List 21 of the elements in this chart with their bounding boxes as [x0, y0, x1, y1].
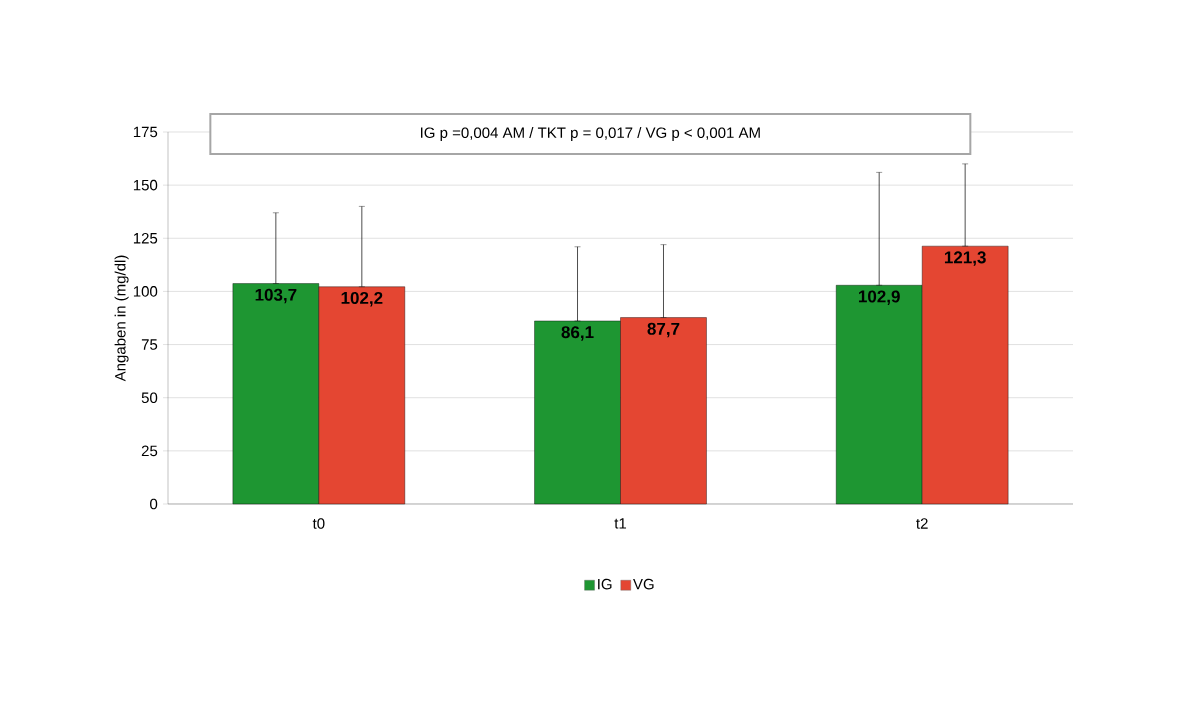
x-tick-label: t2 [916, 518, 928, 529]
y-tick-label: 100 [133, 286, 158, 297]
y-tick-label: 25 [141, 445, 158, 457]
legend-label: IG [598, 578, 612, 590]
y-tick-label: 75 [141, 339, 158, 350]
data-label: 86,1 [561, 326, 594, 341]
data-label: 121,3 [944, 251, 986, 266]
y-tick-label: 50 [141, 392, 158, 404]
y-tick-label: 0 [150, 498, 158, 510]
x-tick-label: t1 [614, 518, 627, 529]
y-tick-label: 125 [133, 232, 158, 244]
y-tick-label: 175 [133, 126, 158, 138]
y-tick-label: 150 [133, 179, 158, 191]
data-label: 87,7 [647, 322, 680, 338]
y-axis-title: Angaben in (mg/dl) [114, 255, 129, 382]
data-label: 102,2 [341, 291, 383, 307]
legend-label: VG [633, 578, 654, 590]
data-label: 103,7 [255, 288, 297, 304]
data-label: 102,9 [858, 290, 900, 305]
x-tick-label: t0 [312, 518, 325, 529]
annotation: IG p =0,004 AM / TKT p = 0,017 / VG p < 0,001 AM [421, 127, 760, 141]
